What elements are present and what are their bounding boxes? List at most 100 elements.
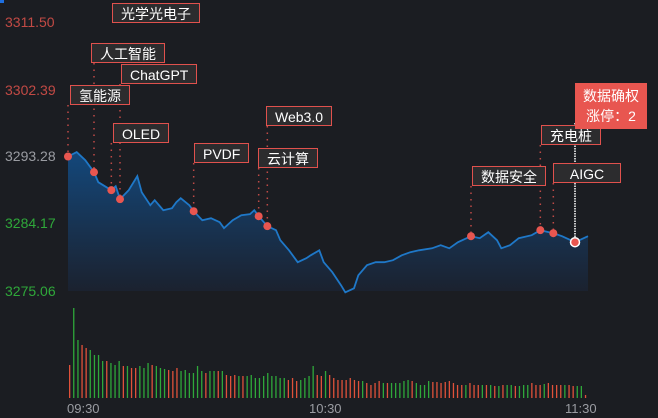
volume-bar	[180, 371, 182, 398]
volume-bar	[93, 355, 96, 398]
volume-bar	[333, 378, 335, 398]
tag-ai[interactable]: 人工智能	[91, 43, 165, 63]
volume-bar	[436, 382, 438, 398]
tag-charging-pile[interactable]: 充电桩	[541, 125, 601, 145]
volume-bar	[378, 381, 380, 398]
volume-bar	[135, 368, 137, 398]
volume-bar	[448, 381, 450, 398]
volume-bar	[225, 375, 228, 398]
volume-bar	[329, 375, 331, 398]
annotation-marker[interactable]	[549, 229, 558, 238]
volume-bar	[337, 380, 339, 398]
x-label-end: 11:30	[565, 401, 597, 416]
annotation-marker[interactable]	[189, 207, 198, 216]
volume-bar	[502, 385, 504, 398]
volume-bar	[419, 385, 422, 398]
volume-bar	[147, 363, 149, 398]
volume-bar	[250, 375, 252, 398]
volume-bar	[184, 370, 186, 398]
tag-cloud[interactable]: 云计算	[258, 148, 318, 168]
volume-bar	[535, 385, 537, 398]
volume-bar	[411, 381, 413, 398]
volume-bar	[126, 366, 129, 398]
volume-bar	[465, 385, 467, 398]
volume-bar	[221, 371, 223, 398]
volume-bar	[300, 380, 302, 398]
volume-bar	[192, 373, 195, 398]
volume-bar	[89, 350, 91, 398]
volume-bar	[395, 383, 397, 398]
price-area	[68, 152, 588, 293]
volume-bar	[246, 376, 248, 398]
volume-bar	[490, 385, 492, 398]
tag-optoelectronics[interactable]: 光学光电子	[112, 3, 200, 23]
tag-hydrogen[interactable]: 氢能源	[70, 85, 130, 105]
volume-bar	[452, 383, 455, 398]
tag-data-rights[interactable]: 数据确权 涨停：2	[575, 83, 647, 129]
volume-bar	[560, 385, 562, 398]
annotation-marker[interactable]	[467, 232, 475, 241]
volume-bar	[217, 371, 219, 398]
volume-bar	[242, 376, 244, 398]
volume-bar	[77, 340, 79, 398]
volume-bar	[543, 384, 545, 398]
annotation-marker[interactable]	[107, 186, 116, 195]
volume-bar	[403, 381, 405, 398]
y-label-min: 3275.06	[5, 283, 56, 299]
tag-aigc[interactable]: AIGC	[553, 163, 621, 183]
corner-indicator	[0, 0, 4, 3]
volume-bar	[584, 395, 587, 398]
volume-bar	[510, 385, 512, 398]
tag-oled[interactable]: OLED	[113, 123, 170, 143]
x-label-mid: 10:30	[309, 401, 342, 416]
volume-bar	[168, 370, 170, 398]
volume-bar	[114, 365, 116, 398]
volume-bar	[176, 368, 178, 398]
volume-bar	[238, 376, 240, 398]
volume-bar	[568, 385, 570, 398]
volume-bar	[539, 385, 541, 398]
volume-bar	[407, 380, 409, 398]
volume-bar	[366, 383, 368, 398]
volume-bar	[370, 385, 372, 398]
annotation-marker[interactable]	[116, 195, 124, 204]
volume-bar	[263, 376, 265, 398]
annotation-marker[interactable]	[64, 152, 72, 161]
annotation-marker[interactable]	[536, 226, 545, 235]
volume-bar	[531, 383, 533, 398]
volume-bar	[106, 361, 108, 398]
volume-bar	[353, 380, 356, 398]
y-label-2: 3302.39	[5, 82, 56, 98]
volume-bar	[97, 355, 100, 398]
tag-pvdf[interactable]: PVDF	[194, 143, 250, 163]
volume-bar	[564, 385, 566, 398]
annotation-marker[interactable]	[254, 212, 263, 221]
volume-bar	[477, 385, 479, 398]
volume-bar	[481, 385, 483, 398]
volume-bar	[258, 378, 261, 398]
volume-bar	[456, 385, 459, 398]
volume-bar	[362, 381, 364, 398]
tag-chatgpt[interactable]: ChatGPT	[121, 64, 198, 84]
volume-bar	[279, 378, 281, 398]
volume-bar	[320, 376, 322, 398]
volume-bar	[73, 308, 75, 398]
tag-data-security[interactable]: 数据安全	[472, 166, 546, 186]
volume-bar	[428, 381, 430, 398]
annotation-marker[interactable]	[569, 236, 581, 248]
y-label-base: 3293.28	[5, 148, 56, 164]
volume-bar	[527, 385, 529, 398]
tag-data-rights-limit-up: 涨停：2	[586, 108, 636, 124]
tag-web3[interactable]: Web3.0	[266, 106, 332, 126]
tag-data-rights-label: 数据确权	[583, 88, 639, 104]
volume-bar	[163, 369, 166, 398]
volume-bar	[349, 378, 351, 398]
volume-bar	[267, 373, 269, 398]
volume-bar	[304, 378, 306, 398]
annotation-marker[interactable]	[263, 222, 272, 231]
volume-bar	[143, 368, 145, 398]
y-label-4: 3284.17	[5, 215, 56, 231]
volume-bar	[110, 363, 112, 398]
annotation-marker[interactable]	[90, 168, 98, 177]
